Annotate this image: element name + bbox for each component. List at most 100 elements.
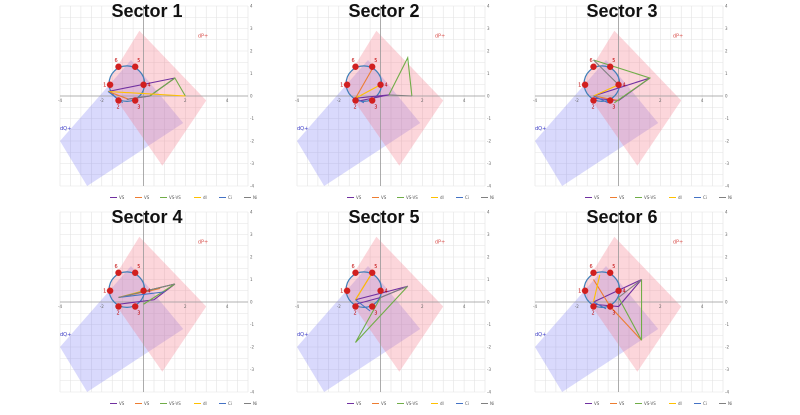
x-tick-label: 2: [659, 304, 662, 309]
vector-point: [607, 269, 614, 276]
regions: [297, 236, 444, 392]
series-line-4: [355, 84, 381, 99]
sector-chart-3: -4 -2 2 4 -4 -3 -2 -1 0 1 2 3 4 dP+ dQ+ 1 2 3 4 5 6 VS VS VS-VS…: [533, 4, 732, 201]
series-group: [355, 272, 409, 343]
legend-label: Ni: [490, 195, 494, 200]
legend-label: dI: [203, 195, 207, 200]
legend: VS VS VS-VS dI Ci Ni: [110, 401, 257, 406]
vector-point: [369, 97, 376, 104]
vector-point: [106, 81, 114, 88]
legend-label: VS: [594, 195, 600, 200]
vector-point: [581, 81, 589, 88]
legend-label: VS-VS: [644, 195, 656, 200]
x-tick-label: -4: [295, 304, 299, 309]
x-tick-label: -2: [337, 98, 341, 103]
y-tick-label: 3: [250, 26, 253, 31]
y-tick-label: -2: [725, 139, 729, 144]
vector-point: [607, 303, 614, 310]
y-tick-label: -3: [725, 161, 729, 166]
y-tick-label: -1: [487, 322, 491, 327]
series-line-4: [108, 90, 186, 97]
legend-label: Ni: [253, 401, 257, 406]
y-tick-label: 1: [725, 277, 728, 282]
series-line-6: [593, 59, 619, 86]
legend-label: dI: [203, 401, 207, 406]
vector-point: [590, 269, 597, 276]
sector-chart-6: -4 -2 2 4 -4 -3 -2 -1 0 1 2 3 4 dP+ dQ+ 1 2 3 4 5 6 VS VS VS-VS…: [533, 210, 732, 407]
x-tick-label: 4: [463, 98, 466, 103]
y-tick-label: 0: [725, 300, 728, 305]
legend-label: VS-VS: [644, 401, 656, 406]
vector-point-label: 5: [374, 58, 377, 64]
x-tick-label: 2: [184, 304, 187, 309]
vector-point: [106, 287, 114, 294]
vector-point-label: 3: [374, 105, 377, 111]
legend-label: Ni: [490, 401, 494, 406]
x-tick-label: -4: [58, 98, 62, 103]
sector-title: Sector 5: [348, 207, 420, 227]
legend: VS VS VS-VS dI Ci Ni: [585, 195, 732, 200]
dp-label: dP+: [673, 240, 683, 246]
legend-label: dI: [440, 195, 444, 200]
y-tick-label: -4: [487, 184, 491, 189]
y-tick-label: 4: [487, 210, 490, 215]
vector-points: 1 2 3 4 5 6: [103, 58, 151, 111]
x-tick-label: -2: [575, 98, 579, 103]
legend-label: VS: [356, 195, 362, 200]
y-tick-label: 4: [250, 210, 253, 215]
y-tick-label: 1: [250, 277, 253, 282]
y-tick-label: -4: [725, 184, 729, 189]
y-tick-label: 0: [250, 94, 253, 99]
sector-title: Sector 2: [348, 1, 420, 21]
vector-point-label: 3: [612, 311, 615, 317]
dq-label: dQ+: [535, 332, 546, 338]
vector-points: 1 2 3 4 5 6: [340, 58, 388, 111]
y-tick-label: 0: [250, 300, 253, 305]
vector-point-label: 2: [591, 311, 594, 317]
y-tick-label: 2: [487, 255, 490, 260]
series-line-6: [380, 285, 408, 299]
dp-label: dP+: [435, 34, 445, 40]
y-tick-label: -3: [725, 367, 729, 372]
dq-region: [535, 266, 659, 392]
vector-point-label: 2: [591, 105, 594, 111]
y-tick-label: 3: [487, 26, 490, 31]
legend: VS VS VS-VS dI Ci Ni: [347, 195, 494, 200]
vector-point-label: 1: [340, 82, 343, 88]
x-tick-label: 2: [184, 98, 187, 103]
dp-region: [342, 236, 444, 372]
x-tick-label: 2: [659, 98, 662, 103]
vector-point-label: 2: [353, 105, 356, 111]
legend-label: VS-VS: [406, 401, 418, 406]
dq-label: dQ+: [60, 332, 71, 338]
series-line-2: [107, 90, 130, 100]
vector-point-label: 4: [623, 288, 626, 294]
y-tick-label: -4: [250, 184, 254, 189]
series-line-3: [618, 279, 643, 341]
vector-point-label: 5: [612, 58, 615, 64]
sector-title: Sector 3: [586, 1, 658, 21]
vector-point-label: 4: [148, 288, 151, 294]
vector-point: [115, 269, 122, 276]
series-line-6: [388, 94, 412, 97]
dp-label: dP+: [198, 34, 208, 40]
axes: -4 -2 2 4 -4 -3 -2 -1 0 1 2 3 4: [295, 210, 491, 395]
vector-point-label: 2: [116, 105, 119, 111]
vector-point-label: 6: [114, 264, 117, 270]
legend-label: Ni: [253, 195, 257, 200]
vector-point-label: 6: [351, 58, 354, 64]
dp-region: [105, 236, 207, 372]
vector-point: [343, 81, 351, 88]
axes: -4 -2 2 4 -4 -3 -2 -1 0 1 2 3 4: [295, 4, 491, 189]
series-line-5: [593, 95, 609, 104]
vector-point-label: 1: [103, 82, 106, 88]
vector-point-label: 3: [137, 105, 140, 111]
sector-chart-5: -4 -2 2 4 -4 -3 -2 -1 0 1 2 3 4 dP+ dQ+ 1 2 3 4 5 6 VS VS VS-VS…: [295, 210, 494, 407]
y-tick-label: -3: [250, 367, 254, 372]
legend-label: VS: [381, 195, 387, 200]
vector-point: [607, 63, 614, 70]
vector-point-label: 4: [148, 82, 151, 88]
vector-point: [115, 97, 122, 104]
x-tick-label: -2: [100, 304, 104, 309]
